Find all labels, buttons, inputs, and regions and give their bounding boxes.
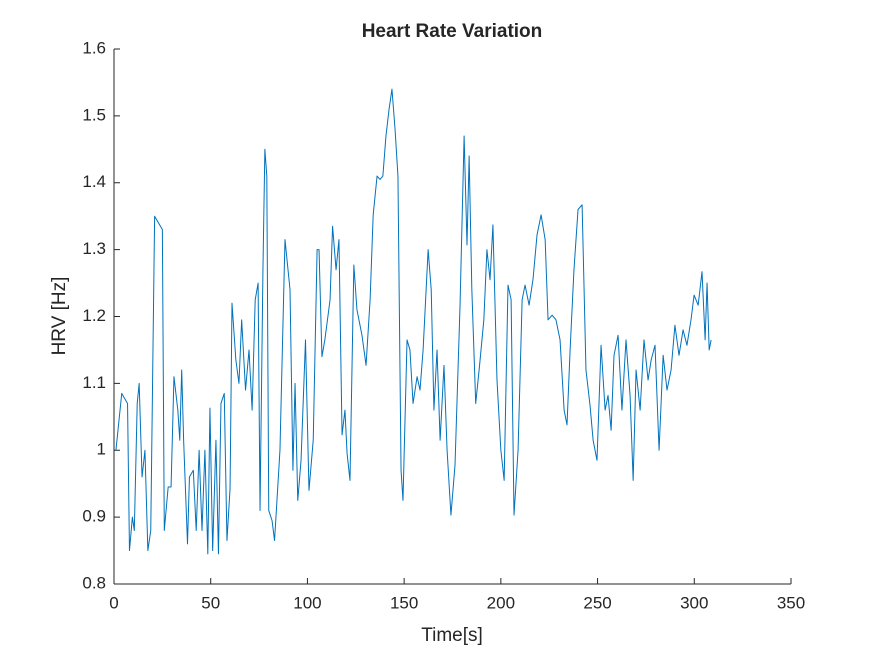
y-axis-label: HRV [Hz]: [49, 277, 70, 356]
x-tick-label: 250: [583, 593, 611, 612]
y-tick-label: 1.6: [82, 38, 106, 57]
x-tick-label: 350: [777, 593, 805, 612]
y-tick-label: 1.1: [82, 373, 106, 392]
data-line: [115, 88, 712, 555]
y-tick-label: 1.3: [82, 239, 106, 258]
x-tick-label: 300: [680, 593, 708, 612]
y-tick-label: 1: [97, 440, 106, 459]
x-tick-label: 50: [201, 593, 220, 612]
y-tick-label: 1.2: [82, 306, 106, 325]
x-tick-label: 200: [487, 593, 515, 612]
y-tick-label: 0.8: [82, 573, 106, 592]
y-tick-label: 0.9: [82, 507, 106, 526]
y-tick-label: 1.5: [82, 105, 106, 124]
x-axis-label: Time[s]: [421, 625, 483, 646]
x-tick-label: 0: [109, 593, 118, 612]
y-tick-label: 1.4: [82, 172, 106, 191]
chart-title: Heart Rate Variation: [362, 21, 543, 42]
x-tick-label: 100: [293, 593, 321, 612]
x-tick-label: 150: [390, 593, 418, 612]
